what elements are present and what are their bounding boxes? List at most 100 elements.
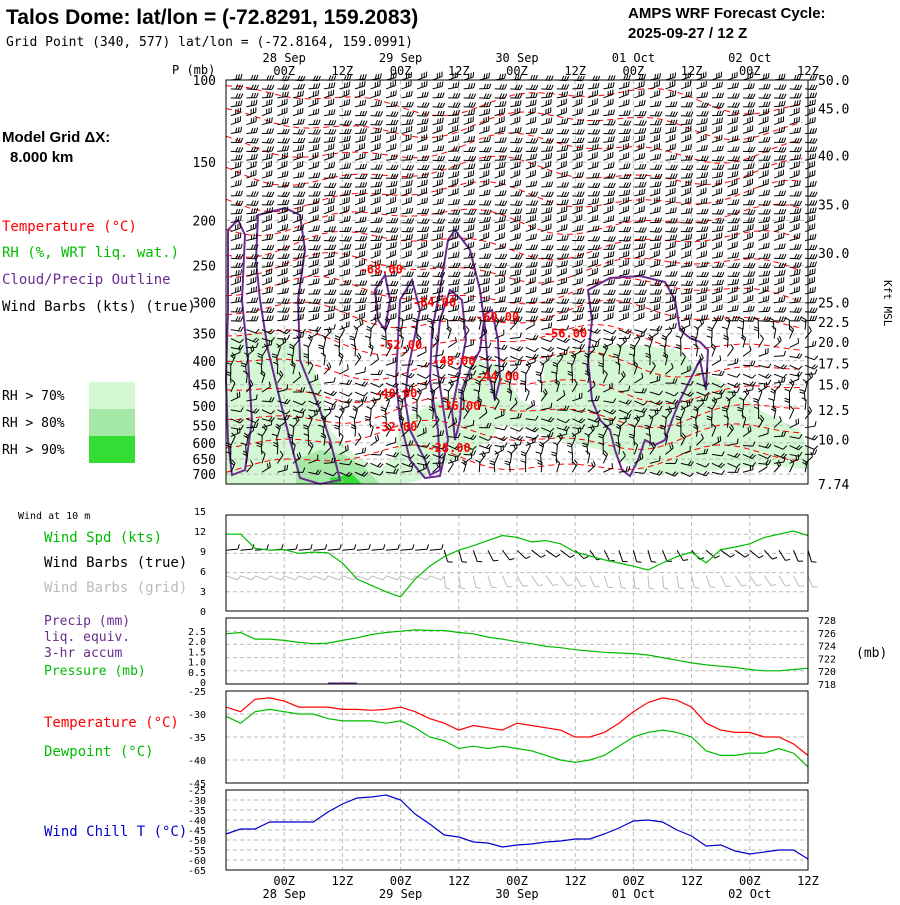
wind-barb bbox=[402, 303, 411, 311]
wind-barb bbox=[433, 103, 445, 108]
wind-barb bbox=[246, 201, 258, 206]
wind-barb bbox=[448, 279, 459, 285]
wind-barb-feather bbox=[329, 183, 331, 188]
wind-barb-feather bbox=[375, 101, 376, 106]
wind-barb bbox=[541, 170, 551, 178]
wind-barb-feather bbox=[611, 183, 613, 188]
wind-barb-feather bbox=[362, 164, 363, 169]
wind-barb bbox=[308, 245, 320, 250]
wind-barb-feather bbox=[347, 380, 349, 384]
wind-barb bbox=[355, 448, 366, 455]
wind-barb-feather bbox=[344, 164, 345, 169]
wind-barb-feather bbox=[427, 111, 429, 116]
wind-barb-feather bbox=[489, 73, 490, 78]
wind-barb bbox=[231, 201, 243, 206]
wind-barb bbox=[495, 137, 507, 142]
wind-barb-staff bbox=[339, 392, 348, 396]
wind-barb-feather bbox=[365, 182, 367, 187]
wind-barb-feather bbox=[440, 165, 442, 170]
wind-barb-feather bbox=[515, 128, 516, 133]
wind-barb-feather bbox=[241, 85, 243, 90]
wind-barb-feather bbox=[598, 236, 600, 241]
wind-barb-feather bbox=[455, 337, 456, 342]
wind-barb bbox=[324, 183, 336, 188]
wind-barb-feather bbox=[331, 252, 332, 257]
wind-barb-feather bbox=[458, 135, 459, 140]
wind-barb-feather bbox=[427, 173, 428, 178]
wind-barb-feather bbox=[443, 378, 445, 383]
wind-barb-feather bbox=[378, 297, 379, 302]
wind-barb-feather bbox=[608, 75, 610, 80]
wind-barb-feather bbox=[487, 217, 488, 222]
wind-barb-feather bbox=[412, 318, 417, 320]
wind-barb-feather bbox=[329, 137, 330, 142]
wind-barb-feather bbox=[518, 127, 519, 132]
wind-barb-feather bbox=[380, 242, 381, 247]
wind-barb-feather bbox=[300, 278, 301, 283]
wind-barb-feather bbox=[502, 84, 504, 89]
wind-barb bbox=[557, 118, 568, 124]
wind-barb-feather bbox=[334, 162, 335, 167]
wind-barb bbox=[417, 81, 427, 89]
wind-barb-feather bbox=[409, 112, 411, 117]
wind-barb-staff bbox=[557, 463, 560, 473]
wind-barb-feather bbox=[520, 100, 521, 105]
wind-barb-feather bbox=[318, 183, 320, 188]
wind-barb-feather bbox=[593, 137, 595, 142]
wind-barb-feather bbox=[254, 85, 256, 90]
wind-barb-feather bbox=[440, 111, 442, 116]
wind-barb-feather bbox=[425, 103, 427, 108]
wind-barb-feather bbox=[394, 289, 396, 294]
wind-barb-feather bbox=[520, 233, 521, 238]
wind-barb-feather bbox=[505, 155, 507, 160]
wind-barb-feather bbox=[535, 348, 539, 352]
wind-barb bbox=[231, 270, 242, 277]
wind-barb-feather bbox=[469, 164, 470, 169]
wind-barb bbox=[417, 209, 429, 214]
wind-barb bbox=[433, 135, 443, 143]
wind-barb-feather bbox=[256, 269, 257, 274]
wind-barb bbox=[353, 406, 358, 419]
wind-barb-feather bbox=[577, 138, 579, 143]
wind-barb-feather bbox=[515, 216, 516, 221]
wind-barb-feather bbox=[490, 463, 495, 465]
wind-barb-feather bbox=[349, 82, 350, 87]
wind-barb-feather bbox=[567, 182, 569, 187]
wind-barb-feather bbox=[391, 227, 393, 232]
wind-barb-feather bbox=[378, 74, 379, 79]
wind-barb bbox=[433, 93, 445, 98]
wind-barb bbox=[495, 179, 505, 187]
wind-barb-feather bbox=[347, 290, 349, 295]
wind-barb-feather bbox=[582, 236, 584, 241]
wind-barb bbox=[262, 234, 273, 240]
wind-barb bbox=[603, 162, 614, 169]
wind-barb-feather bbox=[313, 314, 314, 319]
wind-barb bbox=[417, 125, 427, 133]
wind-barb bbox=[324, 152, 334, 160]
wind-barb-feather bbox=[422, 199, 423, 204]
wind-barb-feather bbox=[456, 199, 457, 204]
wind-barb-feather bbox=[443, 226, 444, 231]
wind-barb-feather bbox=[347, 136, 348, 141]
wind-barb-feather bbox=[407, 208, 408, 213]
wind-barb-feather bbox=[549, 245, 551, 250]
wind-barb-feather bbox=[334, 82, 335, 87]
wind-barb-feather bbox=[318, 245, 320, 250]
wind-barb-feather bbox=[238, 101, 239, 106]
wind-barb bbox=[526, 128, 537, 134]
wind-barb-feather bbox=[580, 183, 582, 188]
wind-barb-feather bbox=[287, 138, 289, 143]
wind-barb-feather bbox=[347, 120, 349, 125]
wind-barb-feather bbox=[564, 172, 565, 177]
wind-barb-feather bbox=[394, 281, 396, 286]
wind-barb-feather bbox=[593, 191, 595, 196]
wind-barb-feather bbox=[318, 313, 319, 318]
wind-barb-feather bbox=[334, 324, 335, 329]
wind-barb bbox=[603, 313, 613, 321]
wind-barb-feather bbox=[267, 245, 269, 250]
wind-barb-feather bbox=[427, 209, 429, 214]
wind-barb bbox=[402, 272, 414, 277]
wind-barb-feather bbox=[505, 147, 507, 152]
wind-barb-feather bbox=[375, 74, 376, 79]
wind-barb bbox=[603, 183, 615, 188]
